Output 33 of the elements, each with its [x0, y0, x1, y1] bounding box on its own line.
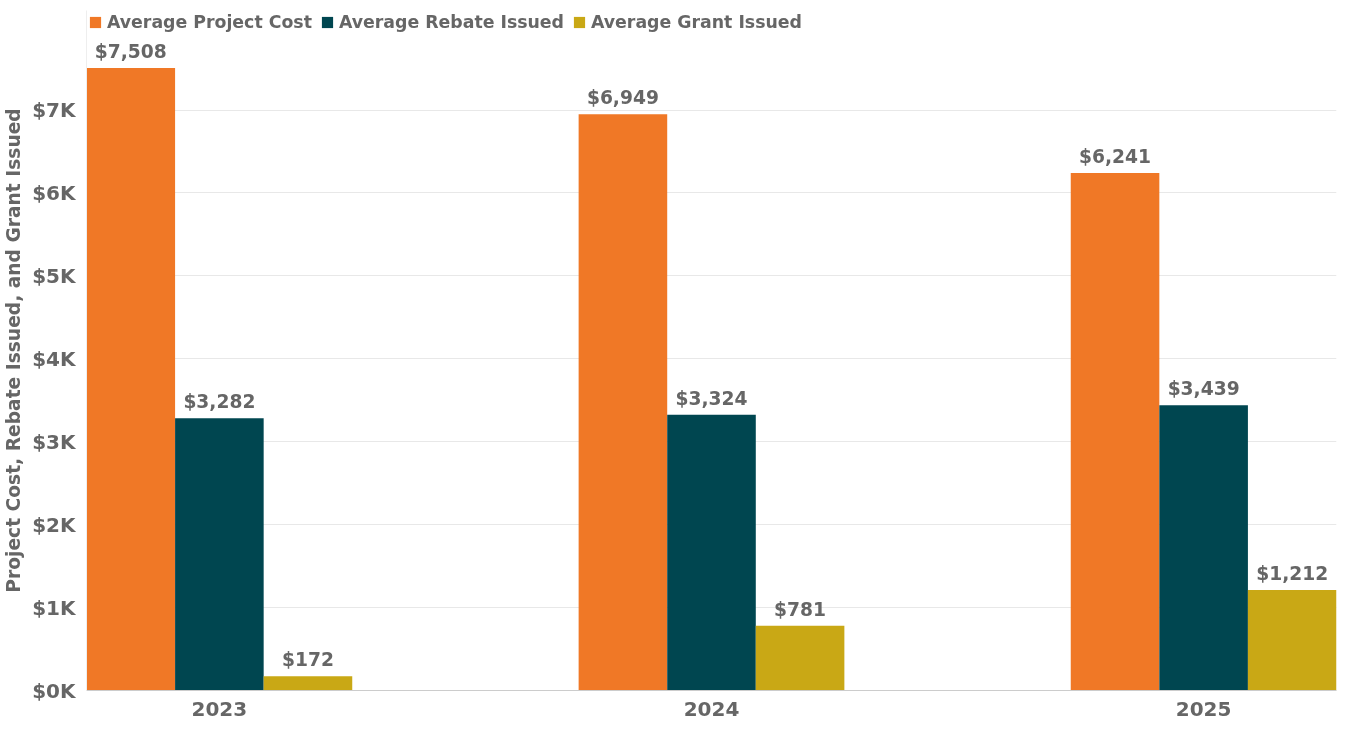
data-label: $781	[774, 598, 827, 620]
data-label: $1,212	[1256, 562, 1329, 584]
bar	[1070, 172, 1160, 691]
y-tick-label: $7K	[32, 98, 77, 123]
y-tick-label: $4K	[32, 346, 77, 371]
bar	[263, 676, 353, 691]
bar	[1247, 589, 1337, 691]
data-label: $7,508	[94, 40, 167, 62]
y-tick-label: $0K	[32, 678, 77, 703]
legend-label: Average Rebate Issued	[338, 12, 565, 32]
legend-label: Average Grant Issued	[591, 12, 802, 32]
bar	[755, 625, 845, 691]
y-tick-label: $1K	[32, 595, 77, 620]
bar	[86, 67, 176, 691]
bar	[175, 418, 264, 691]
y-tick-label: $2K	[32, 512, 77, 537]
x-tick-label: 2023	[191, 696, 248, 721]
x-tick-label: 2024	[683, 696, 740, 721]
data-label: $6,241	[1079, 145, 1152, 167]
legend-label: Average Project Cost	[107, 12, 312, 32]
bar	[578, 114, 668, 691]
x-tick-label: 2025	[1175, 696, 1232, 721]
y-tick-label: $5K	[32, 263, 77, 288]
bar	[667, 414, 756, 691]
y-tick-label: $3K	[32, 429, 77, 454]
data-label: $6,949	[586, 87, 659, 109]
data-label: $3,439	[1167, 378, 1240, 400]
data-label: $3,324	[675, 387, 748, 409]
bar	[1159, 405, 1248, 691]
data-label: $172	[281, 649, 334, 671]
y-tick-label: $6K	[32, 180, 77, 205]
y-axis-title: Project Cost, Rebate Issued, and Grant Issued	[3, 108, 25, 593]
data-label: $3,282	[183, 391, 256, 413]
